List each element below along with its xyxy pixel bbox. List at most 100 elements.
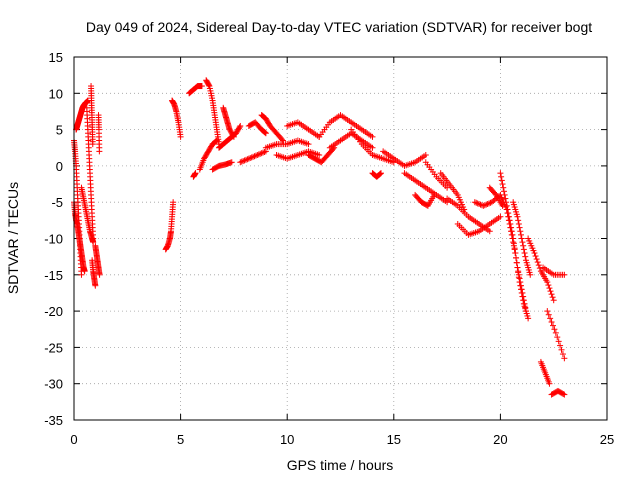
data-point xyxy=(513,259,520,266)
y-tick-label: -15 xyxy=(44,268,63,283)
data-point xyxy=(518,235,525,242)
data-point xyxy=(369,133,376,140)
data-point xyxy=(560,390,567,397)
series-arc-09 xyxy=(95,112,103,155)
data-point xyxy=(96,271,103,278)
data-point xyxy=(369,144,376,151)
data-point xyxy=(240,158,247,165)
data-point xyxy=(242,156,249,163)
data-point xyxy=(548,291,555,298)
data-point xyxy=(534,259,541,266)
data-point xyxy=(559,351,566,358)
data-point xyxy=(515,274,522,281)
data-point xyxy=(516,224,523,231)
data-point xyxy=(261,148,268,155)
data-point xyxy=(244,156,251,163)
x-tick-labels: 0 5 10 15 20 25 xyxy=(70,432,614,447)
x-tick-label: 5 xyxy=(177,432,184,447)
data-point xyxy=(192,170,199,177)
data-point xyxy=(81,268,88,275)
data-point xyxy=(497,170,504,177)
y-tick-label: -10 xyxy=(44,232,63,247)
data-point xyxy=(261,129,268,136)
series-arc-33 xyxy=(422,159,451,191)
series-arc-43 xyxy=(540,264,568,278)
data-point xyxy=(551,326,558,333)
data-point xyxy=(547,288,554,295)
data-point xyxy=(511,246,518,253)
data-point xyxy=(230,132,237,139)
data-point xyxy=(518,289,525,296)
series-arc-22 xyxy=(262,137,312,151)
y-tick-label: -5 xyxy=(51,195,63,210)
data-point xyxy=(238,158,245,165)
data-point xyxy=(316,152,323,159)
data-point xyxy=(518,231,525,238)
data-point xyxy=(90,235,97,242)
data-point xyxy=(545,282,552,289)
data-point xyxy=(501,191,508,198)
series-arc-20 xyxy=(245,119,269,137)
data-point xyxy=(198,83,205,90)
data-point xyxy=(92,282,99,289)
data-point xyxy=(255,151,262,158)
x-tick-label: 25 xyxy=(600,432,614,447)
data-point xyxy=(377,170,384,177)
series-arc-34 xyxy=(437,170,468,213)
data-point xyxy=(520,297,527,304)
data-point xyxy=(260,149,267,156)
series-arc-25 xyxy=(305,144,338,166)
y-axis-title: SDTVAR / TECUs xyxy=(5,182,21,294)
data-point xyxy=(431,191,438,198)
data-point xyxy=(258,150,265,157)
series-arc-41 xyxy=(510,199,534,278)
data-point xyxy=(247,155,254,162)
series-arc-10 xyxy=(162,199,177,253)
data-point xyxy=(78,271,85,278)
series-arc-03 xyxy=(73,97,91,133)
series-arc-06 xyxy=(88,83,96,148)
data-point xyxy=(508,231,515,238)
data-point xyxy=(378,170,385,177)
data-point xyxy=(512,250,519,257)
data-point xyxy=(236,124,243,131)
data-point xyxy=(545,311,552,318)
series-arc-24 xyxy=(284,119,323,140)
data-point xyxy=(558,346,565,353)
series-arc-15 xyxy=(203,77,222,148)
data-point xyxy=(506,220,513,227)
data-point xyxy=(483,201,490,208)
data-point xyxy=(519,239,526,246)
data-point xyxy=(557,342,564,349)
data-point xyxy=(561,271,568,278)
series-arc-40 xyxy=(503,206,532,322)
series-arc-30 xyxy=(380,148,429,169)
data-point xyxy=(481,202,488,209)
data-point xyxy=(544,279,551,286)
series-arc-21 xyxy=(258,112,286,144)
y-tick-label: -35 xyxy=(44,413,63,428)
data-point xyxy=(477,201,484,208)
data-point xyxy=(245,155,252,162)
data-point xyxy=(471,199,478,206)
data-point xyxy=(517,282,524,289)
plot-frame xyxy=(73,56,608,421)
data-point xyxy=(503,199,510,206)
data-point xyxy=(509,235,516,242)
data-point xyxy=(521,250,528,257)
data-point xyxy=(525,315,532,322)
data-point xyxy=(486,200,493,207)
data-point xyxy=(237,122,244,129)
x-tick-label: 15 xyxy=(387,432,401,447)
data-point xyxy=(498,177,505,184)
data-point xyxy=(517,228,524,235)
data-point xyxy=(508,228,515,235)
data-point xyxy=(504,210,511,217)
y-tick-label: 5 xyxy=(56,123,63,138)
data-point xyxy=(492,190,499,197)
data-point xyxy=(250,153,257,160)
series-arc-46 xyxy=(548,387,568,398)
data-point xyxy=(550,297,557,304)
series-arc-28 xyxy=(348,126,397,166)
data-point xyxy=(513,254,520,261)
